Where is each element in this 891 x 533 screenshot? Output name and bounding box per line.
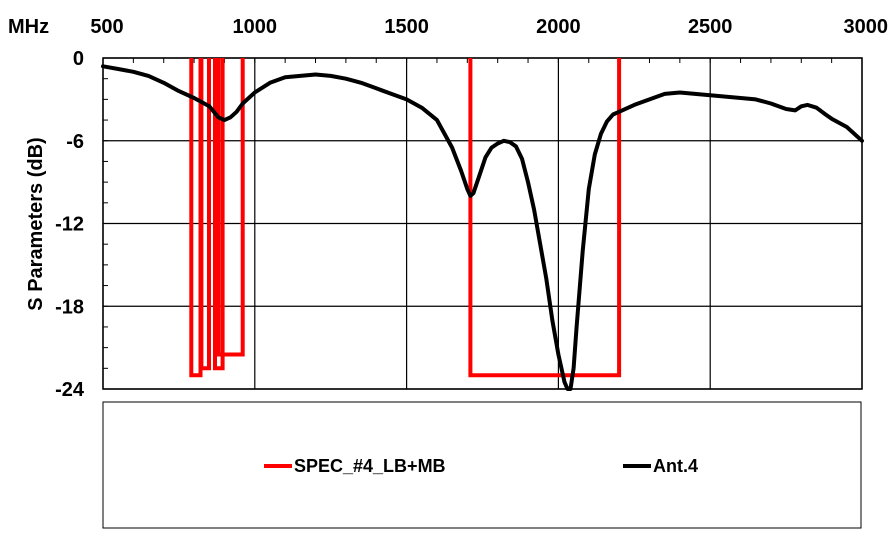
legend-label-ant4: Ant.4 [653, 456, 698, 476]
legend-label-spec: SPEC_#4_LB+MB [294, 456, 446, 476]
x-tick-label-3000: 3000 [844, 16, 889, 38]
y-tick-label-0: 0 [73, 48, 84, 70]
y-tick-label--12: -12 [55, 214, 84, 236]
legend-item-spec: SPEC_#4_LB+MB [264, 456, 446, 476]
y-axis-title: S Parameters (dB) [25, 137, 47, 310]
y-tick-label--24: -24 [55, 379, 85, 401]
plot-area-border [102, 57, 863, 390]
ant-4-line [101, 64, 864, 391]
x-tick-label-1500: 1500 [384, 16, 429, 38]
x-tick-label-500: 500 [90, 16, 123, 38]
x-tick-label-2000: 2000 [536, 16, 581, 38]
spec-mask-0 [189, 58, 203, 378]
spec-mask-3 [216, 58, 245, 357]
y-tick-label--18: -18 [55, 296, 84, 318]
y-tick-label--6: -6 [66, 131, 84, 153]
x-tick-label-2500: 2500 [688, 16, 733, 38]
x-tick-labels: 500 1000 1500 2000 2500 3000 [90, 16, 888, 38]
spec-mask-4 [468, 58, 622, 378]
spec-mask-1 [199, 58, 211, 371]
x-axis-title: MHz [8, 16, 49, 38]
y-tick-labels: 0 -6 -12 -18 -24 [55, 48, 85, 401]
legend-item-ant4: Ant.4 [623, 456, 698, 476]
legend-box [102, 401, 862, 529]
spec-mask-2 [213, 58, 225, 371]
series-ant-4 [101, 64, 864, 391]
series-spec-lb-mb [189, 58, 622, 378]
x-tick-label-1000: 1000 [233, 16, 278, 38]
